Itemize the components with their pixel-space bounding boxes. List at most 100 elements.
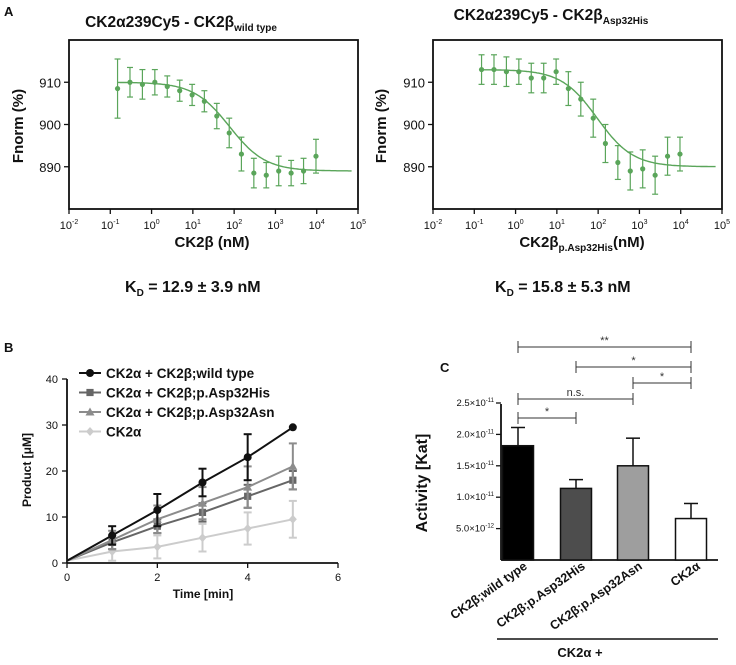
- chart-b-series-line: [66, 479, 294, 562]
- chart-a-left-point: [127, 79, 133, 85]
- chart-b-point: [288, 514, 297, 524]
- chart-b-legend-label: CK2α + CK2β;wild type: [106, 366, 255, 381]
- chart-b-point: [288, 423, 297, 432]
- chart-a-right-title: CK2α239Cy5 - CK2βAsp32His: [454, 7, 649, 27]
- chart-a-right-xlabel: CK2βp.Asp32His(nM): [519, 234, 644, 254]
- chart-a-right-ytick-label: 900: [403, 118, 425, 133]
- chart-b-point: [153, 542, 162, 552]
- chart-a-right-point: [553, 69, 559, 75]
- chart-a-right-point: [478, 66, 485, 73]
- chart-b: Product [μM] Time [min] 0 2 4 6 0 10 20 30 40 CK…: [20, 366, 341, 601]
- chart-a-left-xtick-label: 104: [309, 219, 325, 232]
- chart-a-left-xtick-label: 10-2: [60, 219, 79, 232]
- chart-a-left-frame: [68, 39, 359, 210]
- chart-a-right-point: [664, 153, 671, 159]
- chart-b-point: [243, 524, 252, 533]
- chart-b-legend-marker: [86, 388, 94, 397]
- chart-b-legend-label: CK2α + CK2β;p.Asp32His: [106, 386, 270, 401]
- chart-b-ytick-label: 0: [52, 558, 58, 570]
- chart-a-right-ytick-label: 910: [403, 75, 425, 90]
- chart-b-xlabel: Time [min]: [173, 587, 233, 601]
- chart-c-ytick-label: 2.0×10-11: [456, 429, 494, 440]
- chart-a-right-xtick-label: 104: [673, 219, 689, 232]
- chart-a-left-point: [313, 153, 319, 159]
- chart-a-left-xtick-label: 100: [143, 219, 159, 232]
- chart-b-ytick-label: 40: [46, 374, 58, 386]
- chart-a-right-point: [491, 66, 497, 73]
- chart-a-left-xtick-label: 102: [226, 219, 242, 232]
- chart-a-left-xtick-label: 101: [185, 219, 201, 232]
- chart-a-right-point: [640, 166, 646, 172]
- chart-a-left-point: [214, 113, 220, 119]
- chart-c-category-label: CK2β;p.Asp32Asn: [547, 559, 644, 633]
- chart-b-legend-marker: [86, 369, 94, 377]
- chart-b-legend: CK2α + CK2β;wild type CK2α + CK2β;p.Asp32…: [79, 366, 274, 440]
- chart-b-xtick-label: 0: [64, 572, 70, 584]
- chart-a-left-ytick-label: 910: [39, 75, 61, 90]
- chart-b-legend-marker: [85, 407, 95, 416]
- chart-a-right-point: [677, 151, 683, 157]
- chart-a-left-point: [300, 168, 307, 174]
- chart-a-left-point: [201, 98, 207, 104]
- chart-c-ytick-label: 5.0×10-12: [456, 524, 495, 535]
- chart-a-right-ytick-label: 890: [403, 160, 425, 175]
- chart-b-series-line: [66, 465, 294, 562]
- chart-b-xtick-label: 6: [335, 572, 341, 584]
- chart-b-point: [153, 506, 162, 515]
- chart-a-right-xtick-label: 10-1: [465, 219, 484, 232]
- chart-c-ytick-label: 1.5×10-11: [456, 461, 494, 472]
- chart-a-right-point: [578, 96, 584, 102]
- chart-c-bar: [501, 444, 535, 561]
- chart-b-legend-label: CK2α + CK2β;p.Asp32Asn: [106, 405, 274, 420]
- chart-c-ytick-label: 2.5×10-11: [456, 398, 494, 409]
- chart-a-left-point: [251, 170, 257, 176]
- chart-b-legend-marker: [86, 427, 94, 436]
- chart-b-point: [198, 478, 207, 487]
- chart-c-bar: [616, 465, 650, 561]
- chart-a-left: CK2α239Cy5 - CK2βwild type Fnorm (%) CK2…: [10, 14, 366, 251]
- chart-b-point: [288, 461, 298, 470]
- chart-a-right-point: [516, 69, 522, 75]
- chart-a-left-point: [288, 170, 294, 176]
- chart-a-left-xtick-label: 10-1: [101, 219, 120, 232]
- chart-c-sig-label: *: [545, 406, 550, 418]
- chart-a-right-point: [503, 69, 510, 75]
- chart-a-left-point: [189, 92, 195, 98]
- chart-a-right-point: [615, 159, 621, 166]
- chart-a-right-xtick-label: 10-2: [424, 219, 443, 232]
- chart-a-left-ytick-label: 890: [39, 160, 61, 175]
- chart-b-point: [243, 482, 253, 491]
- chart-b-point: [243, 453, 252, 462]
- kd-right: KD = 15.8 ± 5.3 nM: [495, 279, 631, 300]
- chart-c-sig-label: **: [600, 335, 609, 347]
- chart-a-right-point: [528, 75, 534, 81]
- chart-a-right-point: [590, 115, 596, 121]
- chart-a-left-point: [238, 151, 245, 157]
- chart-c-sig-label: n.s.: [567, 387, 585, 399]
- panel-letter-a: A: [4, 4, 14, 19]
- chart-c-ylabel: Activity [Kat]: [414, 434, 431, 533]
- chart-a-left-point: [139, 81, 146, 87]
- chart-b-legend-label: CK2α: [106, 425, 142, 440]
- chart-b-point: [108, 531, 117, 540]
- chart-c-bar: [559, 487, 593, 561]
- chart-b-ylabel: Product [μM]: [20, 433, 34, 507]
- chart-b-xtick-label: 2: [154, 572, 160, 584]
- chart-a-left-xtick-label: 105: [350, 219, 366, 232]
- chart-b-series-line: [66, 518, 293, 562]
- chart-a-right: CK2α239Cy5 - CK2βAsp32His Fnorm (%) CK2β…: [373, 7, 730, 254]
- chart-c-group-label: CK2α +: [557, 645, 603, 660]
- chart-c-sig-label: *: [660, 371, 665, 383]
- chart-c: Activity [Kat] CK2α + 5.0×10-12 1.0×10-11…: [414, 335, 718, 660]
- chart-c-sig-label: *: [631, 355, 636, 367]
- chart-a-left-point: [164, 83, 170, 90]
- chart-a-right-point: [565, 85, 571, 92]
- chart-b-xtick-label: 4: [245, 572, 251, 584]
- chart-a-right-point: [652, 172, 658, 178]
- chart-c-category-label: CK2α: [668, 559, 703, 589]
- chart-a-left-point: [263, 172, 269, 178]
- chart-a-right-point: [541, 75, 547, 81]
- chart-c-ytick-label: 1.0×10-11: [456, 492, 494, 503]
- chart-a-right-xtick-label: 103: [631, 219, 647, 232]
